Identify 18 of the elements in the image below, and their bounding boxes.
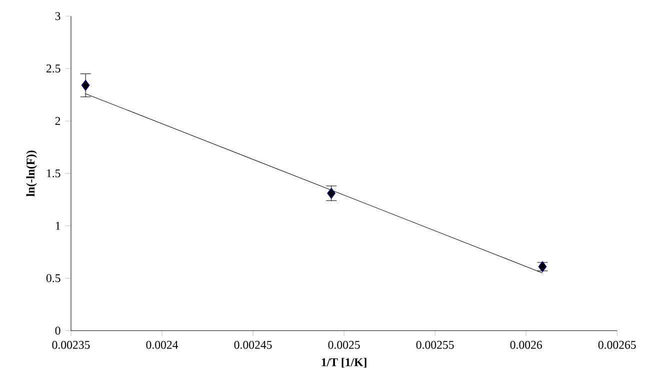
y-tick-label: 0 [55, 326, 60, 334]
y-tick-label: 2.5 [46, 64, 60, 72]
x-tick-label: 0.00235 [52, 340, 90, 349]
x-tick-label: 0.00265 [598, 340, 636, 349]
point [327, 188, 336, 199]
x-tick-label: 0.0026 [510, 340, 542, 349]
y-tick-label: 2 [55, 116, 60, 125]
x-tick-label: 0.00245 [234, 340, 272, 349]
point [81, 80, 90, 91]
y-tick-label: 3 [55, 12, 60, 20]
x-axis-title: 1/T [1/K] [322, 358, 366, 368]
y-tick-label: 0.5 [46, 274, 60, 282]
x-tick-label: 0.0024 [146, 340, 178, 349]
x-tick-label: 0.0025 [328, 340, 360, 349]
y-axis-title: ln(-ln(F)) [26, 150, 37, 196]
y-tick-label: 1.5 [47, 169, 60, 178]
y-tick-label: 1 [56, 222, 60, 230]
x-tick-label: 0.00255 [416, 340, 454, 349]
